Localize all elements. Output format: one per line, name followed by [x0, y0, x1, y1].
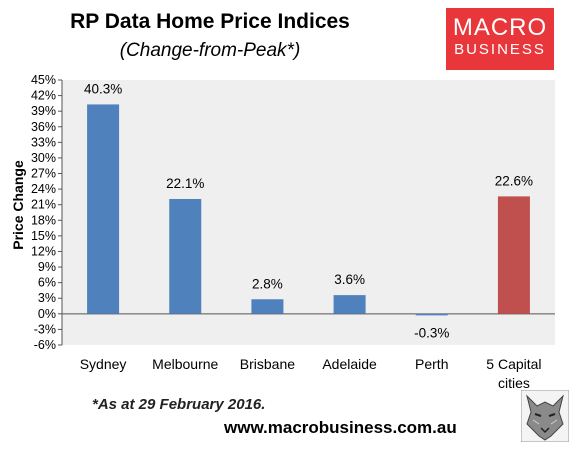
y-tick-label: 15% [31, 229, 56, 243]
y-tick-label: 0% [38, 307, 56, 321]
y-tick-label: 45% [31, 73, 56, 87]
category-label: Adelaide [322, 356, 377, 372]
bar-5-capital-cities [497, 196, 530, 314]
data-label: -0.3% [414, 325, 449, 340]
y-tick-label: 6% [38, 276, 56, 290]
logo-line-1: MACRO [452, 14, 548, 41]
y-tick-label: 33% [31, 135, 56, 149]
category-label: 5 Capital cities [486, 356, 541, 391]
y-tick-label: 30% [31, 151, 56, 165]
bars [87, 104, 530, 316]
wolf-logo-icon [521, 390, 569, 442]
plot-area [61, 80, 555, 345]
data-label: 3.6% [334, 272, 365, 287]
y-tick-label: 9% [38, 260, 56, 274]
macrobusiness-logo: MACRO BUSINESS [446, 8, 554, 70]
y-tick-label: 36% [31, 120, 56, 134]
category-label: Brisbane [240, 356, 295, 372]
category-label: Melbourne [152, 356, 218, 372]
y-tick-label: 12% [31, 244, 56, 258]
chart-subtitle: (Change-from-Peak*) [119, 40, 301, 61]
logo-line-2: BUSINESS [454, 41, 546, 58]
bar-adelaide [333, 295, 366, 314]
data-label: 2.8% [252, 276, 283, 291]
y-tick-label: 42% [31, 89, 56, 103]
plot-background [62, 80, 555, 345]
bar-melbourne [169, 198, 202, 314]
chart-title: RP Data Home Price Indices [70, 10, 350, 33]
y-axis-ticks: -6% -3%0% 3%6% 9% 12%15% 18%21% 24%27% 30% 33%36… [31, 73, 62, 352]
x-axis-categories: Sydney Melbourne Brisbane Adelaide Perth 5 Ca… [80, 356, 542, 391]
data-labels: 40.3% 22.1% 2.8% 3.6% -0.3% 22.6% [84, 81, 533, 340]
y-tick-label: 3% [38, 291, 56, 305]
y-tick-label: 39% [31, 104, 56, 118]
category-label: Sydney [80, 356, 127, 372]
footnote: *As at 29 February 2016. [92, 396, 266, 413]
data-label: 22.6% [495, 173, 533, 188]
y-tick-label: -3% [34, 322, 56, 336]
y-tick-label: 27% [31, 167, 56, 181]
y-tick-label: 21% [31, 198, 56, 212]
y-tick-label: 18% [31, 213, 56, 227]
y-tick-label: 24% [31, 182, 56, 196]
bar-perth [415, 313, 448, 316]
category-label: Perth [415, 356, 448, 372]
data-label: 40.3% [84, 81, 122, 96]
bar-sydney [87, 104, 120, 314]
bar-brisbane [251, 299, 284, 314]
website-url: www.macrobusiness.com.au [224, 418, 457, 437]
y-tick-label: -6% [34, 338, 56, 352]
data-label: 22.1% [166, 176, 204, 191]
